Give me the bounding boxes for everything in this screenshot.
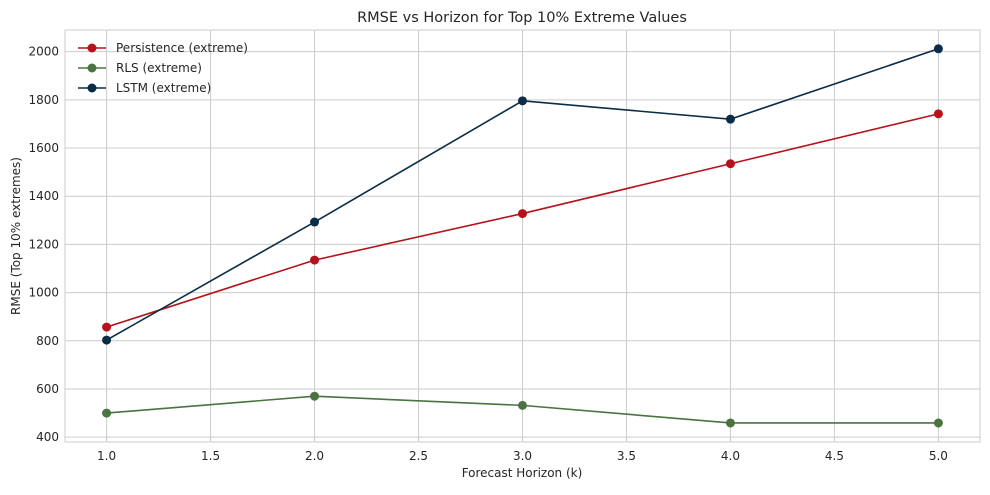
data-point xyxy=(725,418,735,428)
legend-item: LSTM (extreme) xyxy=(78,81,211,95)
y-tick-label: 400 xyxy=(36,430,59,444)
data-point xyxy=(310,391,320,401)
legend-label: Persistence (extreme) xyxy=(116,41,248,55)
x-tick-label: 1.0 xyxy=(97,449,116,463)
x-tick-label: 4.5 xyxy=(825,449,844,463)
x-tick-label: 2.0 xyxy=(305,449,324,463)
y-tick-label: 800 xyxy=(36,334,59,348)
legend: Persistence (extreme) RLS (extreme) LSTM (… xyxy=(78,41,248,95)
legend-marker xyxy=(87,83,97,93)
y-axis-label: RMSE (Top 10% extremes) xyxy=(9,157,23,315)
chart-title: RMSE vs Horizon for Top 10% Extreme Valu… xyxy=(357,10,687,26)
series-0 xyxy=(102,109,943,332)
x-tick-label: 5.0 xyxy=(929,449,948,463)
y-tick-labels: 400 600 800 1000 1200 1400 1600 1800 2000 xyxy=(28,45,59,444)
y-tick-label: 1400 xyxy=(28,189,59,203)
data-point xyxy=(725,114,735,124)
legend-item: Persistence (extreme) xyxy=(78,41,248,55)
x-tick-labels: 1.0 1.5 2.0 2.5 3.0 3.5 4.0 4.5 5.0 xyxy=(97,449,948,463)
data-point xyxy=(310,217,320,227)
plot-frame xyxy=(64,29,981,443)
x-tick-label: 4.0 xyxy=(721,449,740,463)
y-tick-label: 1600 xyxy=(28,141,59,155)
data-point xyxy=(725,159,735,169)
data-point xyxy=(102,335,112,345)
y-tick-label: 1800 xyxy=(28,93,59,107)
y-tick-label: 2000 xyxy=(28,45,59,59)
legend-item: RLS (extreme) xyxy=(78,61,202,75)
series-1 xyxy=(102,391,943,428)
y-tick-label: 1000 xyxy=(28,286,59,300)
x-tick-label: 2.5 xyxy=(409,449,428,463)
x-tick-label: 1.5 xyxy=(201,449,220,463)
data-point xyxy=(102,408,112,418)
data-point xyxy=(518,96,527,106)
data-point xyxy=(310,255,320,265)
data-point xyxy=(933,109,943,119)
series-group xyxy=(102,44,943,428)
y-tick-label: 1200 xyxy=(28,237,59,251)
legend-label: RLS (extreme) xyxy=(116,61,202,75)
data-point xyxy=(518,400,527,410)
series-2 xyxy=(102,44,943,345)
legend-label: LSTM (extreme) xyxy=(116,81,211,95)
data-point xyxy=(518,209,527,219)
data-point xyxy=(933,418,943,428)
x-tick-label: 3.0 xyxy=(513,449,532,463)
x-tick-label: 3.5 xyxy=(617,449,636,463)
legend-marker xyxy=(87,63,97,73)
data-point xyxy=(102,322,112,332)
legend-marker xyxy=(87,43,97,53)
y-tick-label: 600 xyxy=(36,382,59,396)
x-axis-label: Forecast Horizon (k) xyxy=(462,466,583,480)
data-point xyxy=(933,44,943,54)
